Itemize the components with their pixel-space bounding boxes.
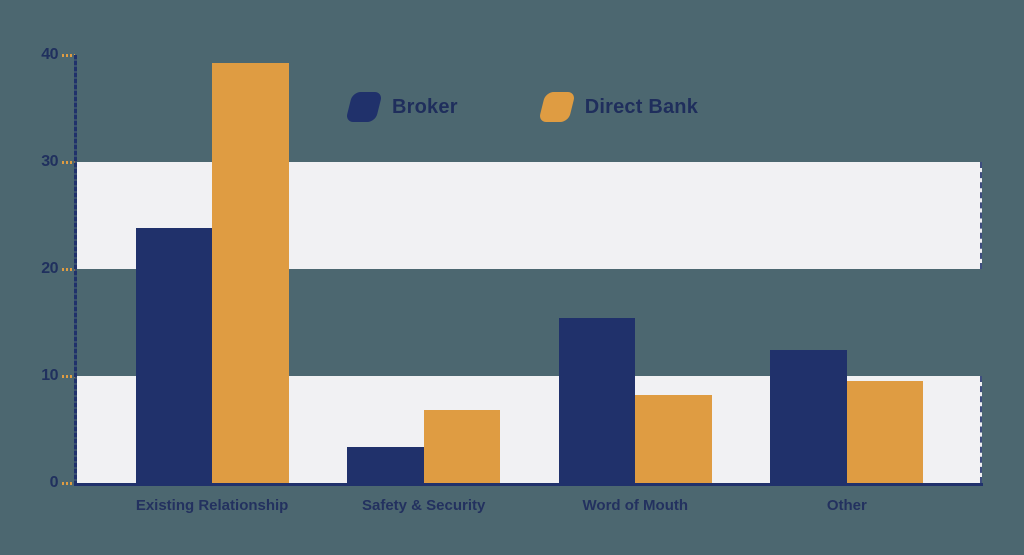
- bar-direct-bank-word-of-mouth: [635, 395, 712, 483]
- category-label-other: Other: [826, 497, 867, 514]
- bar-group-safety-security: [347, 55, 501, 483]
- bar-direct-bank-other: [846, 381, 924, 483]
- bar-broker-existing-relationship: [135, 228, 213, 483]
- y-tick-mark: [62, 267, 75, 271]
- y-tick-label: 30: [41, 153, 58, 170]
- bar-broker-word-of-mouth: [558, 318, 636, 483]
- y-tick-label: 0: [49, 474, 59, 491]
- legend-item-broker: Broker: [345, 92, 458, 122]
- category-label-safety-security: Safety & Security: [361, 497, 486, 514]
- y-tick: 20: [41, 260, 75, 278]
- category-labels: Existing Relationship Safety & Security Wo…: [77, 497, 982, 521]
- bar-group-other: [770, 55, 924, 483]
- y-tick-mark: [62, 481, 75, 485]
- y-tick-mark: [62, 374, 75, 378]
- x-axis-line: [74, 483, 983, 486]
- y-tick-label: 10: [41, 367, 58, 384]
- bar-direct-bank-safety-security: [423, 410, 501, 483]
- legend-label-broker: Broker: [392, 95, 458, 118]
- bar-broker-safety-security: [347, 446, 424, 483]
- y-tick-label: 40: [41, 46, 58, 63]
- bar-group-word-of-mouth: [558, 55, 712, 483]
- y-tick-mark: [62, 53, 75, 57]
- y-tick: 0: [50, 474, 75, 492]
- legend-item-direct-bank: Direct Bank: [537, 92, 699, 122]
- y-axis: 0 10 20 30 40: [0, 46, 77, 491]
- legend-label-direct-bank: Direct Bank: [584, 95, 699, 118]
- y-axis-line: [74, 55, 77, 485]
- bar-groups-layer: [77, 55, 982, 483]
- plot-area: [74, 55, 983, 486]
- category-label-existing-relationship: Existing Relationship: [135, 497, 289, 514]
- bar-broker-other: [770, 350, 847, 483]
- y-tick-mark: [62, 160, 75, 164]
- y-tick: 40: [41, 46, 75, 64]
- y-tick-label: 20: [41, 260, 58, 277]
- bar-group-existing-relationship: [135, 55, 289, 483]
- category-label-word-of-mouth: Word of Mouth: [582, 497, 689, 514]
- y-tick: 30: [41, 153, 75, 171]
- legend: Broker Direct Bank: [345, 85, 699, 129]
- bar-direct-bank-existing-relationship: [212, 62, 289, 483]
- y-tick: 10: [41, 367, 75, 385]
